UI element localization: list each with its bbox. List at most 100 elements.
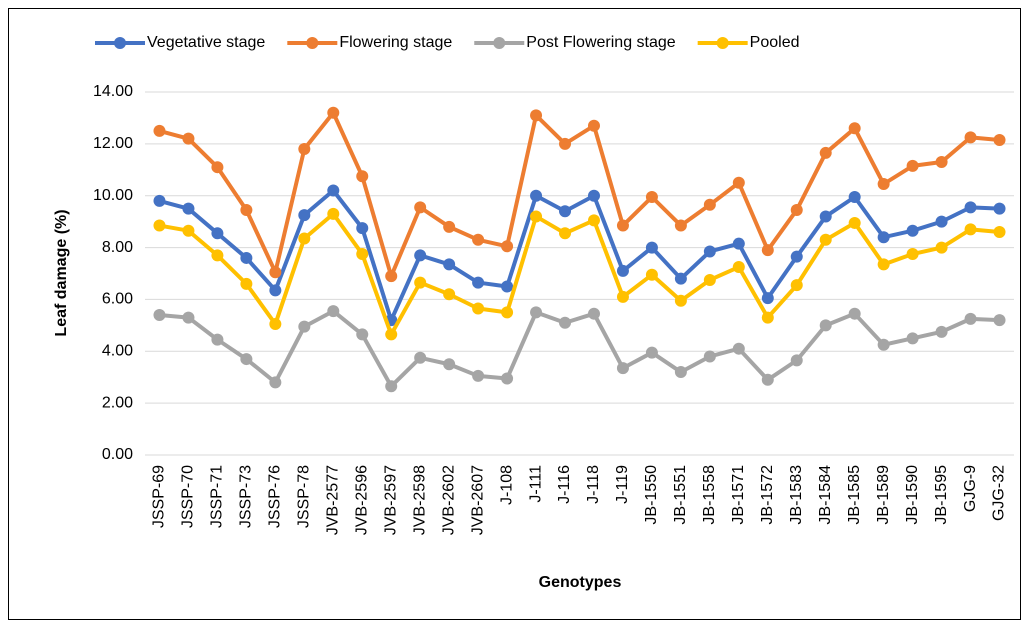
x-tick-label: JB-1572 [759,465,776,525]
data-point [530,210,543,223]
data-point [848,191,861,204]
x-tick-label: JB-1558 [701,465,718,525]
data-point [153,194,166,207]
x-tick-label: JB-1551 [672,465,689,525]
legend-marker [716,37,729,49]
legend-marker [114,37,126,49]
data-point [414,249,427,262]
data-point [153,124,166,137]
y-tick-label: 12.00 [93,135,133,152]
x-tick-label: JSSP-69 [151,465,168,528]
data-point [269,318,282,331]
data-point [645,346,658,359]
data-point [848,216,861,229]
data-point [645,241,658,254]
data-point [414,201,427,214]
data-point [356,328,369,341]
data-point [819,319,832,332]
data-point [819,210,832,223]
data-point [703,273,716,286]
data-point [993,133,1006,146]
data-point [153,308,166,321]
data-point [501,280,514,293]
data-point [385,328,398,341]
data-point [356,222,369,235]
y-tick-label: 2.00 [102,394,133,411]
data-point [732,342,745,355]
data-point [501,372,514,385]
data-point [587,214,600,227]
x-tick-label: JB-1590 [904,465,921,525]
y-tick-label: 14.00 [93,83,133,100]
data-point [877,258,890,271]
data-point [501,306,514,319]
data-point [298,320,311,333]
data-point [327,106,340,119]
data-point [530,189,543,202]
data-point [153,219,166,232]
data-point [182,311,195,324]
data-point [211,161,224,174]
data-point [935,156,948,169]
x-tick-label: JSSP-70 [180,465,197,528]
data-point [356,248,369,261]
data-point [530,306,543,319]
data-point [790,354,803,367]
data-point [269,266,282,279]
x-tick-label: JVB-2607 [469,465,486,535]
data-point [240,353,253,366]
data-point [877,231,890,244]
legend-label: Pooled [750,34,800,51]
data-point [964,312,977,325]
data-point [530,109,543,122]
data-point [443,288,456,301]
data-point [182,224,195,237]
data-point [587,189,600,202]
data-point [848,122,861,135]
data-point [472,369,485,382]
data-point [674,366,687,379]
x-tick-label: J-108 [498,465,515,505]
data-point [298,232,311,245]
legend-marker [493,37,506,49]
data-point [964,201,977,214]
x-tick-label: JB-1585 [846,465,863,525]
data-point [674,219,687,232]
data-point [906,248,919,261]
series-line [158,110,1000,279]
data-point [443,220,456,233]
x-tick-label: JB-1583 [788,465,805,525]
data-point [877,178,890,191]
data-point [414,276,427,289]
data-point [327,305,340,318]
data-point [327,184,340,197]
legend-label: Vegetative stage [147,34,265,51]
data-point [472,302,485,315]
x-tick-label: J-116 [556,465,573,504]
data-point [616,362,629,375]
data-point [732,237,745,250]
x-tick-label: GJG-9 [962,465,979,512]
data-point [993,202,1006,215]
data-point [211,227,224,240]
data-point [761,373,774,386]
y-tick-label: 8.00 [102,239,133,256]
x-tick-label: JVB-2598 [411,465,428,535]
data-point [559,316,572,329]
y-tick-label: 10.00 [93,187,133,204]
data-point [790,279,803,292]
data-point [790,203,803,216]
x-tick-label: GJG-32 [991,465,1008,521]
x-tick-label: JB-1584 [817,465,834,525]
y-axis-title: Leaf damage (%) [53,209,70,336]
data-point [385,270,398,283]
x-tick-label: JB-1595 [933,465,950,525]
x-tick-label: JSSP-76 [267,465,284,528]
data-point [269,284,282,297]
x-axis-title: Genotypes [539,574,622,591]
data-point [732,261,745,274]
data-point [674,294,687,307]
data-point [703,350,716,363]
data-point [298,209,311,222]
data-point [790,250,803,263]
